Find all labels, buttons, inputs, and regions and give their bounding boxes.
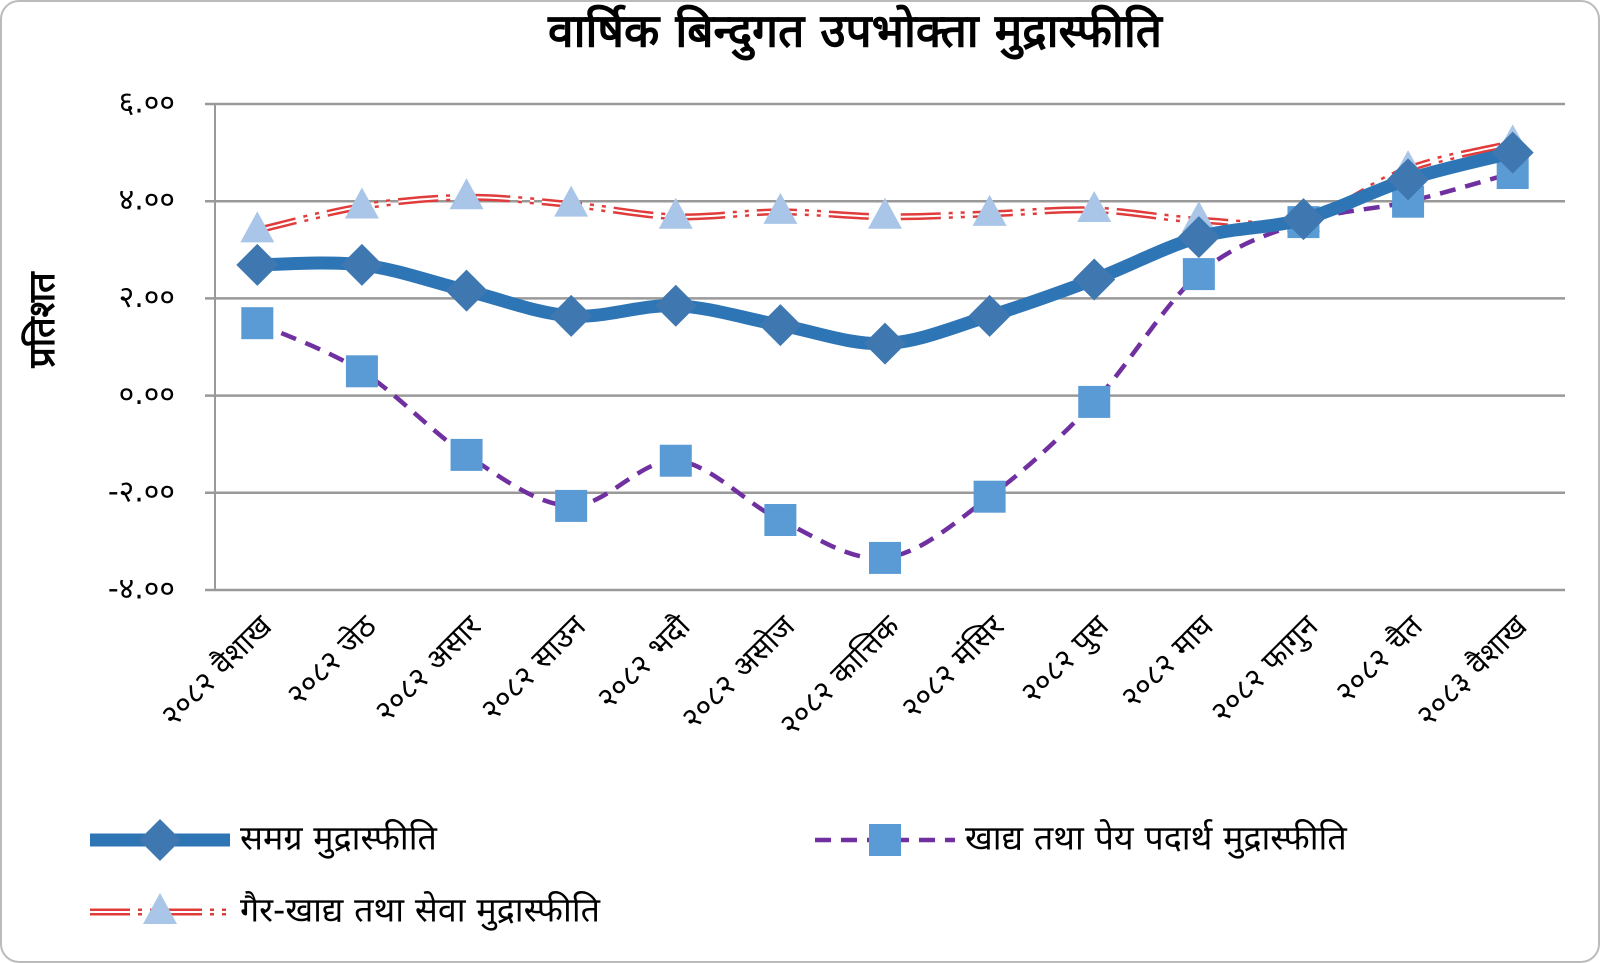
marker-diamond bbox=[864, 322, 906, 365]
y-tick-label: ४.०० bbox=[119, 183, 175, 218]
y-tick-label: २.०० bbox=[119, 280, 175, 315]
y-tick-label: -४.०० bbox=[108, 572, 175, 607]
y-tick-label: -२.०० bbox=[108, 474, 175, 509]
marker-square bbox=[241, 307, 274, 340]
marker-diamond bbox=[1387, 158, 1430, 201]
y-tick-label: ६.०० bbox=[119, 86, 175, 121]
marker-triangle bbox=[240, 211, 275, 243]
marker-square bbox=[1078, 385, 1111, 418]
legend-label: गैर-खाद्य तथा सेवा मुद्रास्फीति bbox=[240, 891, 601, 932]
legend-label: समग्र मुद्रास्फीति bbox=[240, 819, 438, 860]
marker-triangle bbox=[868, 197, 902, 229]
marker-diamond bbox=[445, 269, 488, 312]
marker-square bbox=[450, 438, 483, 471]
marker-triangle bbox=[1077, 190, 1112, 222]
marker-diamond bbox=[139, 819, 181, 861]
legend-item: गैर-खाद्य तथा सेवा मुद्रास्फीति bbox=[90, 891, 601, 932]
marker-square bbox=[659, 444, 692, 477]
marker-triangle bbox=[344, 187, 379, 219]
marker-square bbox=[1182, 258, 1215, 291]
marker-diamond bbox=[550, 294, 593, 337]
legend-label: खाद्य तथा पेय पदार्थ मुद्रास्फीति bbox=[965, 819, 1347, 860]
marker-diamond bbox=[1491, 131, 1534, 174]
marker-square bbox=[869, 541, 901, 574]
marker-diamond bbox=[1073, 258, 1116, 301]
legend-item: समग्र मुद्रास्फीति bbox=[90, 819, 438, 861]
marker-triangle bbox=[972, 194, 1007, 226]
marker-square bbox=[973, 480, 1006, 513]
marker-diamond bbox=[1177, 216, 1220, 259]
chart-title: वार्षिक बिन्दुगत उपभोक्ता मुद्रास्फीति bbox=[547, 4, 1164, 61]
marker-diamond bbox=[654, 284, 697, 327]
marker-square bbox=[764, 504, 797, 537]
marker-triangle bbox=[763, 192, 798, 224]
y-tick-label: ०.०० bbox=[119, 377, 175, 412]
marker-diamond bbox=[759, 304, 802, 347]
marker-square bbox=[345, 355, 378, 388]
y-axis-label: प्रतिशत bbox=[21, 271, 63, 369]
marker-diamond bbox=[236, 243, 279, 286]
legend-item: खाद्य तथा पेय पदार्थ मुद्रास्फीति bbox=[815, 819, 1347, 860]
marker-square bbox=[869, 824, 901, 856]
marker-square bbox=[555, 489, 588, 522]
marker-diamond bbox=[340, 243, 383, 286]
marker-triangle bbox=[658, 197, 693, 229]
marker-triangle bbox=[449, 178, 484, 210]
marker-triangle bbox=[554, 185, 589, 217]
marker-triangle bbox=[143, 893, 177, 924]
marker-diamond bbox=[968, 294, 1011, 337]
marker-diamond bbox=[1282, 198, 1325, 241]
